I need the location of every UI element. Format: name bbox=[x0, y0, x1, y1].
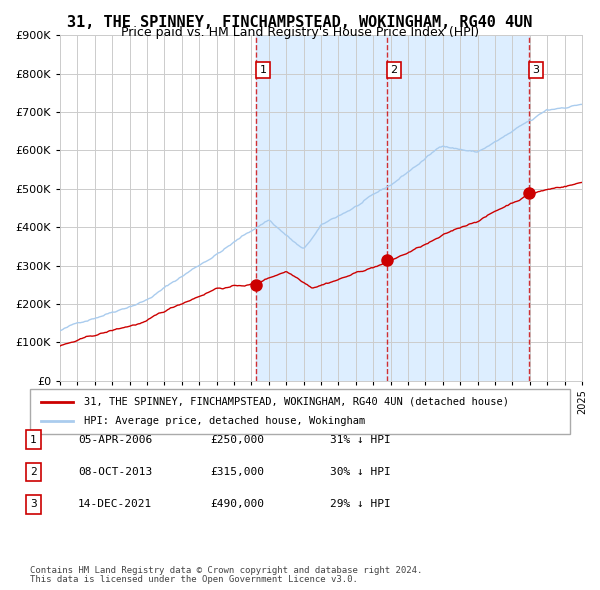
Text: 1: 1 bbox=[30, 435, 37, 444]
Text: 2: 2 bbox=[30, 467, 37, 477]
Text: 14-DEC-2021: 14-DEC-2021 bbox=[78, 500, 152, 509]
FancyBboxPatch shape bbox=[30, 389, 570, 434]
Text: 30% ↓ HPI: 30% ↓ HPI bbox=[330, 467, 391, 477]
Text: 05-APR-2006: 05-APR-2006 bbox=[78, 435, 152, 444]
Text: £250,000: £250,000 bbox=[210, 435, 264, 444]
Text: £490,000: £490,000 bbox=[210, 500, 264, 509]
Text: Price paid vs. HM Land Registry's House Price Index (HPI): Price paid vs. HM Land Registry's House … bbox=[121, 26, 479, 39]
Text: 2: 2 bbox=[390, 65, 397, 75]
Text: £315,000: £315,000 bbox=[210, 467, 264, 477]
Text: 31% ↓ HPI: 31% ↓ HPI bbox=[330, 435, 391, 444]
Text: Contains HM Land Registry data © Crown copyright and database right 2024.: Contains HM Land Registry data © Crown c… bbox=[30, 566, 422, 575]
Text: 29% ↓ HPI: 29% ↓ HPI bbox=[330, 500, 391, 509]
Text: 08-OCT-2013: 08-OCT-2013 bbox=[78, 467, 152, 477]
Text: 1: 1 bbox=[260, 65, 266, 75]
Text: HPI: Average price, detached house, Wokingham: HPI: Average price, detached house, Woki… bbox=[84, 417, 365, 426]
Text: 3: 3 bbox=[532, 65, 539, 75]
Text: 31, THE SPINNEY, FINCHAMPSTEAD, WOKINGHAM, RG40 4UN: 31, THE SPINNEY, FINCHAMPSTEAD, WOKINGHA… bbox=[67, 15, 533, 30]
Bar bbox=[256, 35, 529, 381]
Text: This data is licensed under the Open Government Licence v3.0.: This data is licensed under the Open Gov… bbox=[30, 575, 358, 584]
Text: 3: 3 bbox=[30, 500, 37, 509]
Text: 31, THE SPINNEY, FINCHAMPSTEAD, WOKINGHAM, RG40 4UN (detached house): 31, THE SPINNEY, FINCHAMPSTEAD, WOKINGHA… bbox=[84, 397, 509, 407]
